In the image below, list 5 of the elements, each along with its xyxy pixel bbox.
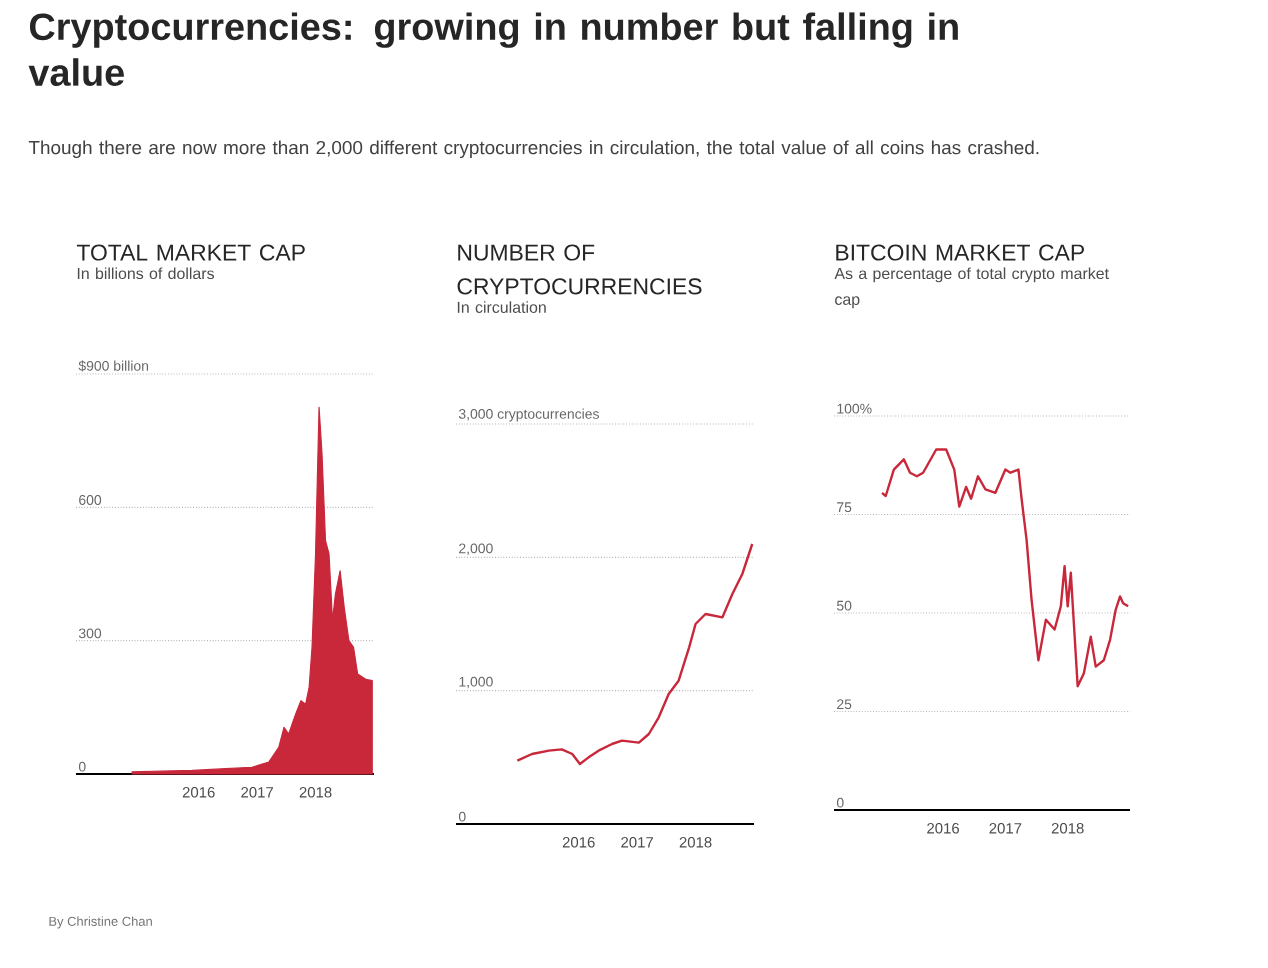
- chart-title: NUMBER OF CRYPTOCURRENCIES: [457, 244, 702, 295]
- text: Though there are now more than 2,000 different cryptocurrencies in circulation, the total value of all coins has crashed.: [28, 140, 1039, 159]
- chart-title: BITCOIN MARKET CAP: [836, 244, 1084, 261]
- chart-title: TOTAL MARKET CAP: [76, 244, 305, 261]
- text: Cryptocurrencies: growing in number but falling in value: [28, 12, 958, 87]
